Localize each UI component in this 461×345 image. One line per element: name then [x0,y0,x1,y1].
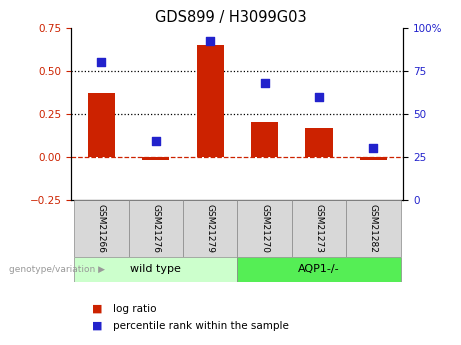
Bar [292,200,346,257]
Text: GSM21276: GSM21276 [151,204,160,253]
Bar [196,45,224,157]
Text: GSM21266: GSM21266 [97,204,106,253]
Text: GSM21282: GSM21282 [369,204,378,253]
Bar [183,200,237,257]
Point [315,94,323,99]
Bar [142,157,169,160]
Point [207,39,214,44]
Text: wild type: wild type [130,265,181,274]
Bar [74,257,237,282]
Point [98,59,105,65]
Point [261,80,268,86]
Bar [360,157,387,160]
Point [370,146,377,151]
Bar [74,200,129,257]
Bar [306,128,333,157]
Text: GDS899 / H3099G03: GDS899 / H3099G03 [155,10,306,25]
Text: genotype/variation ▶: genotype/variation ▶ [9,265,105,274]
Point [152,139,160,144]
Text: AQP1-/-: AQP1-/- [298,265,340,274]
Text: GSM21279: GSM21279 [206,204,215,253]
Bar [346,200,401,257]
Text: percentile rank within the sample: percentile rank within the sample [113,321,289,331]
Bar [237,200,292,257]
Text: GSM21273: GSM21273 [314,204,324,253]
Bar [251,122,278,157]
Bar [88,93,115,157]
Bar [237,257,401,282]
Text: ■: ■ [92,321,103,331]
Text: GSM21270: GSM21270 [260,204,269,253]
Text: ■: ■ [92,304,103,314]
Bar [129,200,183,257]
Text: log ratio: log ratio [113,304,156,314]
